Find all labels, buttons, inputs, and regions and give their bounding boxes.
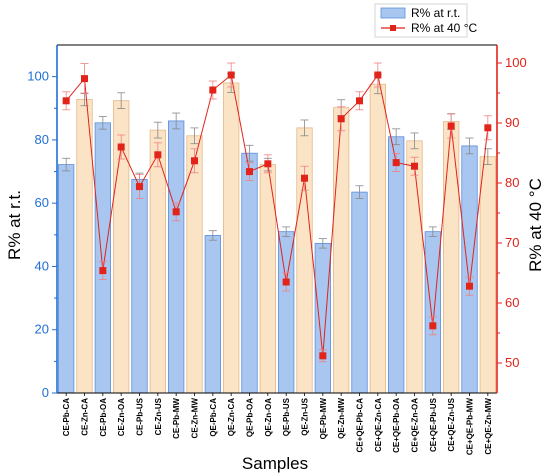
x-tick-label: CE+QE-Zn-CA <box>374 398 383 452</box>
bar-CE+QE-Pb-CA <box>351 191 368 394</box>
point-CE-Pb-US <box>136 183 143 191</box>
point-CE-Pb-CA <box>62 97 70 105</box>
left-tick-label: 80 <box>35 132 49 147</box>
x-tick-label: CE-Pb-CA <box>62 398 71 436</box>
bar-CE+QE-Pb-OA <box>388 136 405 394</box>
legend-marker-40c <box>390 25 396 31</box>
point-CE+QE-Zn-US <box>447 122 455 130</box>
x-tick-label: QE-Zn-MW <box>337 398 346 439</box>
point-QE-Pb-MW <box>319 352 327 360</box>
x-tick-label: CE+QE-Pb-US <box>429 397 438 452</box>
x-tick-label: QE-Pb-CA <box>209 398 218 437</box>
left-tick-label: 40 <box>35 258 49 273</box>
x-tick-label: QE-Zn-CA <box>227 398 236 436</box>
left-axis-ticks: 0 20 40 60 80 100 <box>27 69 57 400</box>
x-tick-label: CE+QE-Pb-OA <box>392 398 401 453</box>
point-QE-Zn-MW <box>337 115 345 123</box>
x-tick-label: CE-Pb-MW <box>172 398 181 439</box>
legend-label-40c: R% at 40 °C <box>411 21 477 35</box>
x-tick-label: CE-Pb-US <box>136 397 145 435</box>
bar-CE+QE-Zn-CA <box>369 83 386 394</box>
x-tick-label: CE+QE-Pb-CA <box>356 398 365 453</box>
point-QE-Zn-US <box>301 174 308 182</box>
point-CE-Zn-CA <box>81 75 88 83</box>
x-tick-label: CE-Zn-CA <box>81 398 90 436</box>
right-tick-label: 80 <box>505 175 519 190</box>
x-tick-label: CE-Pb-OA <box>99 398 108 437</box>
point-CE+QE-Zn-CA <box>374 71 382 79</box>
point-QE-Pb-OA <box>246 168 253 176</box>
bar-CE+QE-Pb-MW <box>461 145 478 394</box>
bar-QE-Pb-OA <box>241 152 258 394</box>
point-QE-Pb-US <box>282 278 290 286</box>
point-CE+QE-Pb-CA <box>356 97 363 105</box>
x-tick-label: QE-Zn-OA <box>264 398 273 437</box>
left-tick-label: 20 <box>35 322 49 337</box>
x-tick-label: QE-Pb-OA <box>246 398 255 437</box>
bar-series-rt <box>58 82 496 394</box>
x-axis-tick-labels: CE-Pb-CA CE-Zn-CA CE-Pb-OA CE-Zn-OA CE-Pb-US… <box>62 393 493 455</box>
x-tick-label: CE+QE-Pb-MW <box>466 398 475 456</box>
bar-CE-Pb-CA <box>58 164 75 394</box>
bar-QE-Pb-CA <box>204 235 221 394</box>
right-tick-label: 70 <box>505 235 519 250</box>
point-CE+QE-Pb-US <box>429 322 437 330</box>
bar-CE-Pb-MW <box>168 120 185 394</box>
x-tick-label: CE+QE-Zn-OA <box>411 398 420 453</box>
x-tick-label: QE-Pb-MW <box>319 398 328 440</box>
x-tick-label: CE+QE-Zn-US <box>447 397 456 451</box>
line-series-40c <box>62 62 492 363</box>
point-QE-Zn-CA <box>227 71 235 79</box>
bar-CE-Pb-OA <box>94 122 111 394</box>
point-CE+QE-Pb-OA <box>392 159 400 167</box>
bar-CE-Zn-MW <box>186 135 203 394</box>
line-path-40c <box>65 73 489 356</box>
point-QE-Zn-OA <box>264 160 272 168</box>
y-axis-right-title: R% at 40 °C <box>526 178 545 272</box>
left-tick-label: 0 <box>42 385 49 400</box>
legend: R% at r.t. R% at 40 °C <box>374 3 477 38</box>
x-tick-label: QE-Zn-US <box>301 397 310 435</box>
bar-CE-Zn-CA <box>76 99 93 394</box>
left-tick-label: 100 <box>27 69 49 84</box>
bar-CE+QE-Zn-US <box>443 121 460 394</box>
point-QE-Pb-CA <box>209 86 217 94</box>
y-axis-left-title: R% at r.t. <box>5 190 24 260</box>
bar-CE-Zn-US <box>149 129 166 394</box>
bar-CE+QE-Zn-MW <box>479 156 496 394</box>
x-tick-label: QE-Pb-US <box>282 397 291 436</box>
bar-CE-Pb-US <box>131 179 148 394</box>
point-CE-Pb-MW <box>172 208 180 216</box>
bar-CE+QE-Pb-US <box>424 231 441 394</box>
bar-QE-Zn-MW <box>333 107 350 394</box>
right-tick-label: 50 <box>505 355 519 370</box>
bar-QE-Pb-US <box>278 231 295 394</box>
x-tick-label: CE-Zn-MW <box>191 398 200 439</box>
x-axis-title: Samples <box>242 454 308 473</box>
point-CE-Pb-OA <box>99 267 107 275</box>
legend-swatch-rt <box>380 7 406 19</box>
right-tick-label: 90 <box>505 115 519 130</box>
x-tick-label: CE-Zn-US <box>154 397 163 435</box>
point-CE-Zn-US <box>154 151 162 159</box>
right-tick-label: 60 <box>505 295 519 310</box>
legend-label-rt: R% at r.t. <box>411 6 460 20</box>
point-CE+QE-Zn-OA <box>411 162 418 170</box>
x-tick-label: CE+QE-Zn-MW <box>484 398 493 455</box>
bar-CE+QE-Zn-OA <box>406 140 423 394</box>
x-tick-label: CE-Zn-OA <box>117 398 126 436</box>
point-CE+QE-Pb-MW <box>466 282 473 290</box>
point-CE+QE-Zn-MW <box>484 124 492 132</box>
bar-QE-Zn-CA <box>223 82 240 394</box>
plot-frame <box>56 44 498 394</box>
point-CE-Zn-MW <box>191 157 198 165</box>
right-axis-ticks: 50 60 70 80 90 100 <box>497 55 527 370</box>
point-CE-Zn-OA <box>117 143 125 151</box>
bar-QE-Pb-MW <box>314 242 331 394</box>
left-tick-label: 60 <box>35 195 49 210</box>
right-tick-label: 100 <box>505 55 527 70</box>
